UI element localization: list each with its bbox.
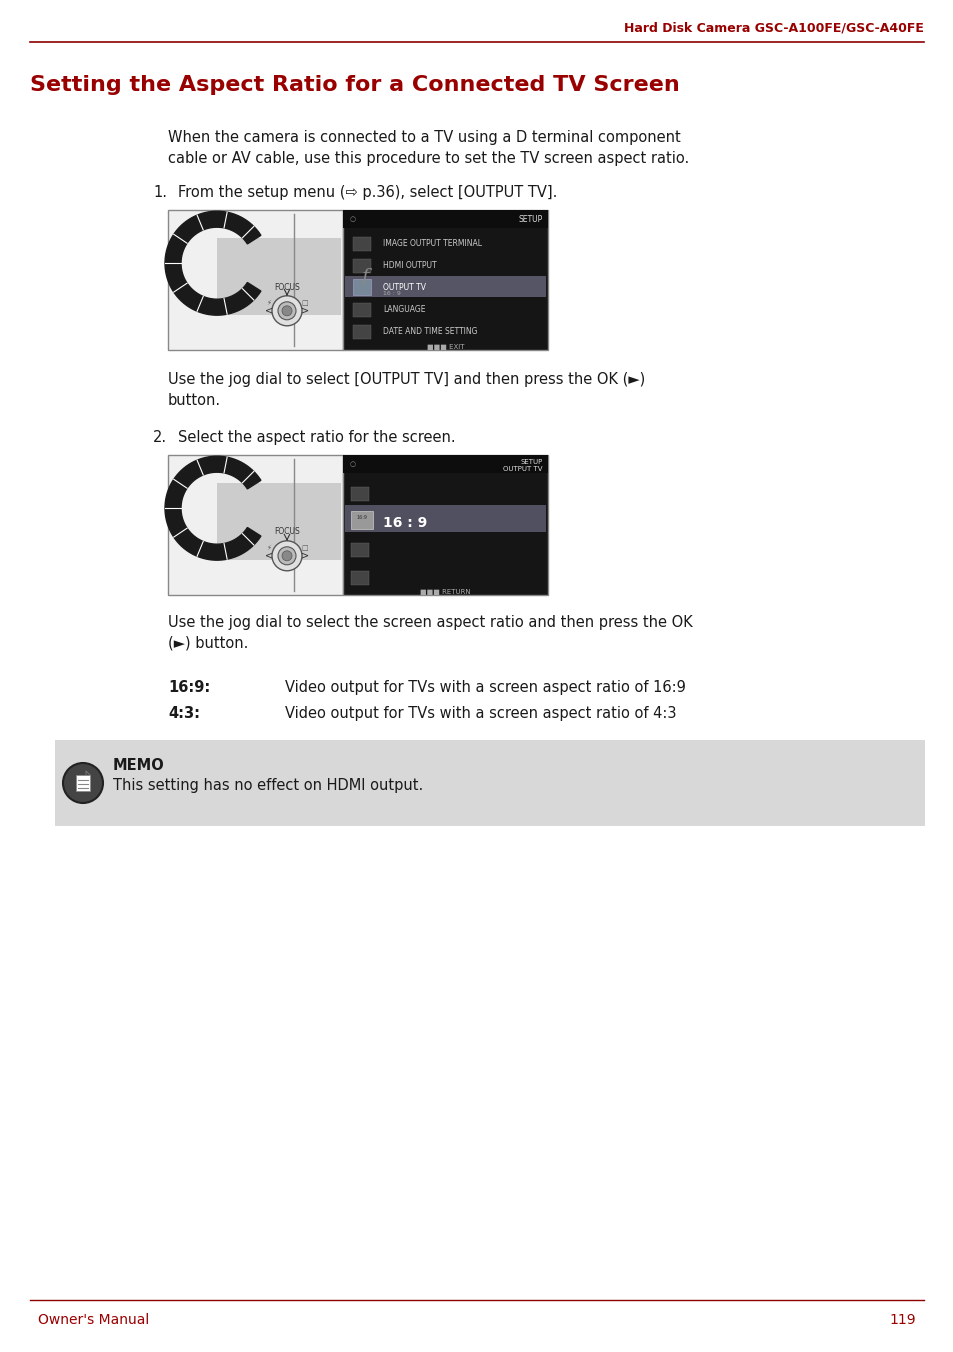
Text: 16 : 9: 16 : 9 — [382, 291, 400, 296]
Circle shape — [272, 541, 302, 571]
Bar — [168, 456, 343, 595]
Circle shape — [282, 306, 292, 316]
Bar — [55, 740, 924, 826]
Text: 4:3:: 4:3: — [168, 706, 200, 721]
Text: SETUP: SETUP — [520, 458, 542, 465]
Text: <: < — [265, 306, 273, 316]
Bar — [353, 303, 371, 316]
Bar — [216, 483, 340, 560]
Text: □: □ — [301, 300, 308, 306]
Text: ■■■ RETURN: ■■■ RETURN — [419, 589, 471, 595]
Text: 119: 119 — [888, 1313, 915, 1328]
Circle shape — [277, 546, 295, 565]
Bar — [168, 210, 343, 350]
Bar — [345, 276, 545, 297]
Bar — [343, 456, 547, 473]
Text: ■■■ EXIT: ■■■ EXIT — [426, 343, 464, 350]
Text: OUTPUT TV: OUTPUT TV — [382, 283, 426, 292]
Text: f: f — [361, 268, 368, 287]
Circle shape — [282, 550, 292, 561]
Text: Use the jog dial to select the screen aspect ratio and then press the OK
(►) but: Use the jog dial to select the screen as… — [168, 615, 692, 652]
Circle shape — [63, 763, 103, 803]
Polygon shape — [165, 211, 260, 315]
Bar — [343, 210, 547, 350]
Text: HDMI OUTPUT: HDMI OUTPUT — [382, 261, 436, 270]
Text: From the setup menu (⇨ p.36), select [OUTPUT TV].: From the setup menu (⇨ p.36), select [OU… — [178, 185, 557, 200]
Text: IMAGE OUTPUT TERMINAL: IMAGE OUTPUT TERMINAL — [382, 239, 481, 247]
Circle shape — [272, 296, 302, 326]
Text: DATE AND TIME SETTING: DATE AND TIME SETTING — [382, 327, 477, 337]
Text: This setting has no effect on HDMI output.: This setting has no effect on HDMI outpu… — [112, 777, 423, 794]
Bar — [353, 260, 371, 273]
Text: SETUP: SETUP — [518, 215, 542, 224]
Text: FOCUS: FOCUS — [274, 283, 299, 292]
Text: 2.: 2. — [152, 430, 167, 445]
Text: ⚡: ⚡ — [266, 545, 272, 550]
Text: <: < — [265, 550, 273, 561]
Text: MEMO: MEMO — [112, 758, 165, 773]
Text: □: □ — [301, 545, 308, 550]
Circle shape — [277, 301, 295, 320]
Text: Video output for TVs with a screen aspect ratio of 16:9: Video output for TVs with a screen aspec… — [285, 680, 685, 695]
Text: Use the jog dial to select [OUTPUT TV] and then press the OK (►)
button.: Use the jog dial to select [OUTPUT TV] a… — [168, 372, 644, 408]
Bar — [351, 487, 369, 502]
Text: ○: ○ — [350, 216, 355, 222]
Bar — [351, 511, 373, 529]
Text: ⚡: ⚡ — [266, 300, 272, 306]
Bar — [353, 279, 371, 295]
Text: >: > — [300, 550, 309, 561]
Text: 16 : 9: 16 : 9 — [382, 516, 427, 530]
Text: >: > — [300, 306, 309, 316]
Text: 16:9: 16:9 — [356, 515, 367, 519]
Bar — [351, 544, 369, 557]
Bar — [343, 210, 547, 228]
Text: Select the aspect ratio for the screen.: Select the aspect ratio for the screen. — [178, 430, 456, 445]
Bar — [216, 238, 340, 315]
Text: Hard Disk Camera GSC-A100FE/GSC-A40FE: Hard Disk Camera GSC-A100FE/GSC-A40FE — [623, 22, 923, 35]
Text: Video output for TVs with a screen aspect ratio of 4:3: Video output for TVs with a screen aspec… — [285, 706, 676, 721]
Text: Owner's Manual: Owner's Manual — [38, 1313, 149, 1328]
Text: When the camera is connected to a TV using a D terminal component
cable or AV ca: When the camera is connected to a TV usi… — [168, 130, 688, 166]
Text: 16:9:: 16:9: — [168, 680, 210, 695]
Text: ○: ○ — [350, 461, 355, 466]
Text: Setting the Aspect Ratio for a Connected TV Screen: Setting the Aspect Ratio for a Connected… — [30, 74, 679, 95]
Bar — [345, 506, 545, 531]
Text: OUTPUT TV: OUTPUT TV — [503, 466, 542, 472]
Bar — [343, 456, 547, 595]
Polygon shape — [165, 456, 260, 560]
Text: 1.: 1. — [152, 185, 167, 200]
Text: LANGUAGE: LANGUAGE — [382, 306, 425, 314]
Bar — [351, 571, 369, 585]
Bar — [353, 324, 371, 339]
Text: FOCUS: FOCUS — [274, 527, 299, 537]
Bar — [353, 237, 371, 251]
Bar — [76, 775, 90, 791]
